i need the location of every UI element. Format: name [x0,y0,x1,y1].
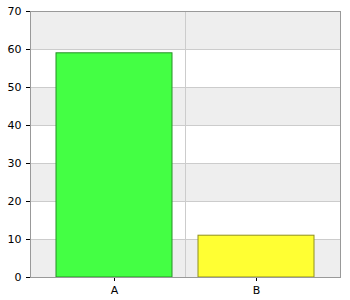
svg-text:70: 70 [8,5,22,18]
svg-text:30: 30 [8,157,22,170]
svg-text:60: 60 [8,43,22,56]
svg-text:0: 0 [15,271,22,284]
svg-text:10: 10 [8,233,22,246]
svg-text:A: A [111,284,119,297]
svg-text:B: B [253,284,261,297]
svg-text:50: 50 [8,81,22,94]
svg-text:40: 40 [8,119,22,132]
svg-text:20: 20 [8,195,22,208]
